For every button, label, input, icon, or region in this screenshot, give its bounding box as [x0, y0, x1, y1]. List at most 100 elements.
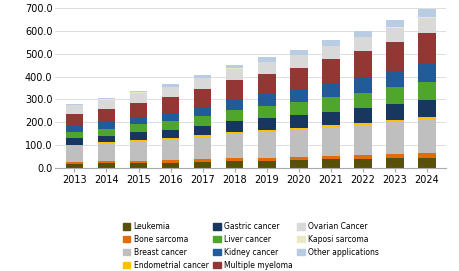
- Bar: [162, 163, 179, 168]
- Bar: [225, 134, 243, 158]
- Bar: [129, 124, 147, 133]
- Bar: [417, 117, 435, 119]
- Bar: [289, 157, 307, 160]
- Bar: [321, 159, 339, 168]
- Bar: [225, 69, 243, 80]
- Bar: [66, 104, 83, 105]
- Bar: [353, 37, 371, 51]
- Bar: [321, 156, 339, 159]
- Bar: [289, 55, 307, 68]
- Bar: [97, 163, 115, 168]
- Bar: [257, 74, 275, 95]
- Bar: [257, 57, 275, 62]
- Bar: [162, 85, 179, 87]
- Bar: [385, 104, 403, 120]
- Bar: [417, 64, 435, 82]
- Bar: [353, 155, 371, 159]
- Bar: [257, 132, 275, 157]
- Bar: [97, 143, 115, 144]
- Bar: [66, 162, 83, 164]
- Bar: [417, 153, 435, 157]
- Bar: [129, 140, 147, 141]
- Bar: [162, 160, 179, 163]
- Bar: [129, 141, 147, 161]
- Bar: [129, 161, 147, 163]
- Bar: [193, 78, 211, 79]
- Bar: [66, 146, 83, 162]
- Bar: [257, 62, 275, 74]
- Bar: [417, 119, 435, 153]
- Bar: [193, 107, 211, 116]
- Bar: [193, 135, 211, 137]
- Bar: [385, 158, 403, 168]
- Bar: [257, 161, 275, 168]
- Bar: [193, 79, 211, 89]
- Bar: [353, 108, 371, 122]
- Bar: [385, 120, 403, 122]
- Bar: [353, 122, 371, 125]
- Bar: [385, 20, 403, 27]
- Bar: [97, 144, 115, 162]
- Bar: [193, 137, 211, 159]
- Legend: Leukemia, Bone sarcoma, Breast cancer, Endometrial cancer, Gastric cancer, Liver: Leukemia, Bone sarcoma, Breast cancer, E…: [120, 220, 380, 271]
- Bar: [97, 136, 115, 143]
- Bar: [162, 87, 179, 98]
- Bar: [353, 51, 371, 77]
- Bar: [385, 122, 403, 154]
- Bar: [385, 28, 403, 42]
- Bar: [257, 106, 275, 118]
- Bar: [321, 40, 339, 46]
- Bar: [66, 105, 83, 114]
- Bar: [97, 98, 115, 99]
- Bar: [257, 95, 275, 106]
- Bar: [162, 138, 179, 140]
- Bar: [193, 159, 211, 162]
- Bar: [353, 31, 371, 37]
- Bar: [321, 97, 339, 112]
- Bar: [385, 42, 403, 71]
- Bar: [162, 130, 179, 138]
- Bar: [66, 125, 83, 132]
- Bar: [257, 130, 275, 132]
- Bar: [97, 129, 115, 136]
- Bar: [162, 98, 179, 113]
- Bar: [353, 125, 371, 155]
- Bar: [225, 80, 243, 100]
- Bar: [417, 9, 435, 18]
- Bar: [321, 83, 339, 97]
- Bar: [289, 130, 307, 157]
- Bar: [225, 100, 243, 111]
- Bar: [257, 118, 275, 130]
- Bar: [321, 59, 339, 83]
- Bar: [289, 128, 307, 130]
- Bar: [129, 163, 147, 168]
- Bar: [289, 102, 307, 115]
- Bar: [353, 93, 371, 108]
- Bar: [66, 114, 83, 125]
- Bar: [385, 87, 403, 104]
- Bar: [66, 132, 83, 138]
- Bar: [417, 82, 435, 100]
- Bar: [225, 158, 243, 161]
- Bar: [97, 99, 115, 100]
- Bar: [417, 33, 435, 64]
- Bar: [385, 154, 403, 158]
- Bar: [129, 93, 147, 103]
- Bar: [225, 121, 243, 132]
- Bar: [289, 115, 307, 128]
- Bar: [353, 77, 371, 93]
- Bar: [66, 145, 83, 146]
- Bar: [417, 157, 435, 168]
- Bar: [321, 112, 339, 125]
- Bar: [162, 113, 179, 121]
- Bar: [193, 75, 211, 78]
- Bar: [417, 100, 435, 117]
- Bar: [129, 117, 147, 124]
- Bar: [225, 111, 243, 121]
- Bar: [289, 89, 307, 102]
- Bar: [321, 46, 339, 59]
- Bar: [129, 133, 147, 140]
- Bar: [162, 121, 179, 130]
- Bar: [321, 127, 339, 156]
- Bar: [193, 126, 211, 135]
